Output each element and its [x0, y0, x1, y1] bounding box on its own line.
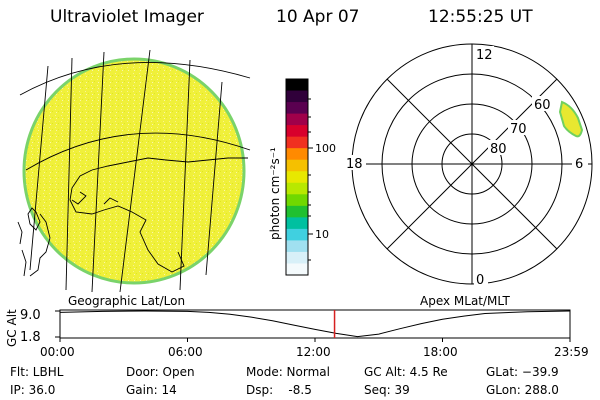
colorbar-bands: [286, 79, 308, 276]
colorbar-band: [286, 228, 308, 241]
lat-label-60: 60: [534, 98, 551, 113]
colorbar-band: [286, 217, 308, 230]
xtick-2359: 23:59: [554, 345, 589, 359]
colorbar-band: [286, 90, 308, 103]
colorbar-band: [286, 263, 308, 276]
auroral-emission: [558, 100, 584, 138]
status-gc-alt: GC Alt: 4.5 Re: [364, 365, 448, 379]
status-glat: GLat: −39.9: [486, 365, 559, 379]
mlt-label-12: 12: [476, 48, 493, 63]
status-mode: Mode: Normal: [246, 365, 330, 379]
colorbar-band: [286, 102, 308, 115]
altitude-ytick-bottom: 1.8: [20, 330, 41, 345]
altitude-plot-frame: [59, 309, 571, 339]
altitude-ytick-top: 9.0: [20, 308, 41, 323]
colorbar-tick-10: 10: [315, 228, 329, 241]
colorbar-unit-label: photon cm⁻²s⁻¹: [268, 147, 282, 240]
colorbar-band: [286, 113, 308, 126]
status-gain: Gain: 14: [126, 383, 177, 397]
colorbar-band: [286, 171, 308, 184]
colorbar-band: [286, 251, 308, 264]
altitude-series-line: [59, 310, 571, 338]
colorbar-band: [286, 136, 308, 149]
earth-disc: [22, 57, 246, 285]
colorbar: 100 10 photon cm⁻²s⁻¹: [268, 78, 336, 276]
mlt-label-0: 0: [476, 273, 484, 288]
colorbar-band: [286, 194, 308, 207]
lat-label-80: 80: [490, 142, 507, 157]
polar-plot: 12 0 18 6 60 70 80: [342, 43, 593, 288]
coastlines: [17, 157, 248, 277]
status-filter: Flt: LBHL: [10, 365, 64, 379]
status-door: Door: Open: [126, 365, 195, 379]
status-glon: GLon: 288.0: [486, 383, 559, 397]
polar-caption: Apex MLat/MLT: [420, 294, 510, 308]
altitude-plot: 9.0 1.8 GC Alt: [5, 308, 571, 347]
status-dsp: Dsp: -8.5: [246, 383, 312, 397]
instrument-title: Ultraviolet Imager: [50, 7, 204, 27]
mlt-label-6: 6: [575, 157, 583, 172]
colorbar-band: [286, 240, 308, 253]
mlt-label-18: 18: [346, 157, 363, 172]
colorbar-band: [286, 125, 308, 138]
xtick-0600: 06:00: [168, 345, 203, 359]
status-seq: Seq: 39: [364, 383, 410, 397]
earth-caption: Geographic Lat/Lon: [68, 294, 186, 308]
time-label: 12:55:25 UT: [428, 7, 533, 27]
status-ip: IP: 36.0: [10, 383, 56, 397]
altitude-ylabel: GC Alt: [5, 309, 19, 347]
colorbar-tick-100: 100: [315, 142, 336, 155]
xtick-1800: 18:00: [423, 345, 458, 359]
lat-lon-grid: [19, 49, 251, 293]
xtick-1200: 12:00: [296, 345, 331, 359]
date-label: 10 Apr 07: [276, 7, 360, 27]
lat-label-70: 70: [510, 122, 527, 137]
colorbar-band: [286, 182, 308, 195]
earth-image: [17, 49, 251, 293]
colorbar-band: [286, 205, 308, 218]
colorbar-band: [286, 159, 308, 172]
colorbar-band: [286, 148, 308, 161]
colorbar-band: [286, 79, 308, 92]
xtick-0000: 00:00: [40, 345, 75, 359]
colorbar-ticks: [308, 98, 313, 261]
